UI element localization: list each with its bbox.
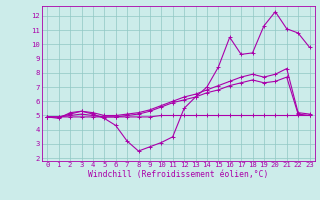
X-axis label: Windchill (Refroidissement éolien,°C): Windchill (Refroidissement éolien,°C) — [88, 170, 268, 179]
